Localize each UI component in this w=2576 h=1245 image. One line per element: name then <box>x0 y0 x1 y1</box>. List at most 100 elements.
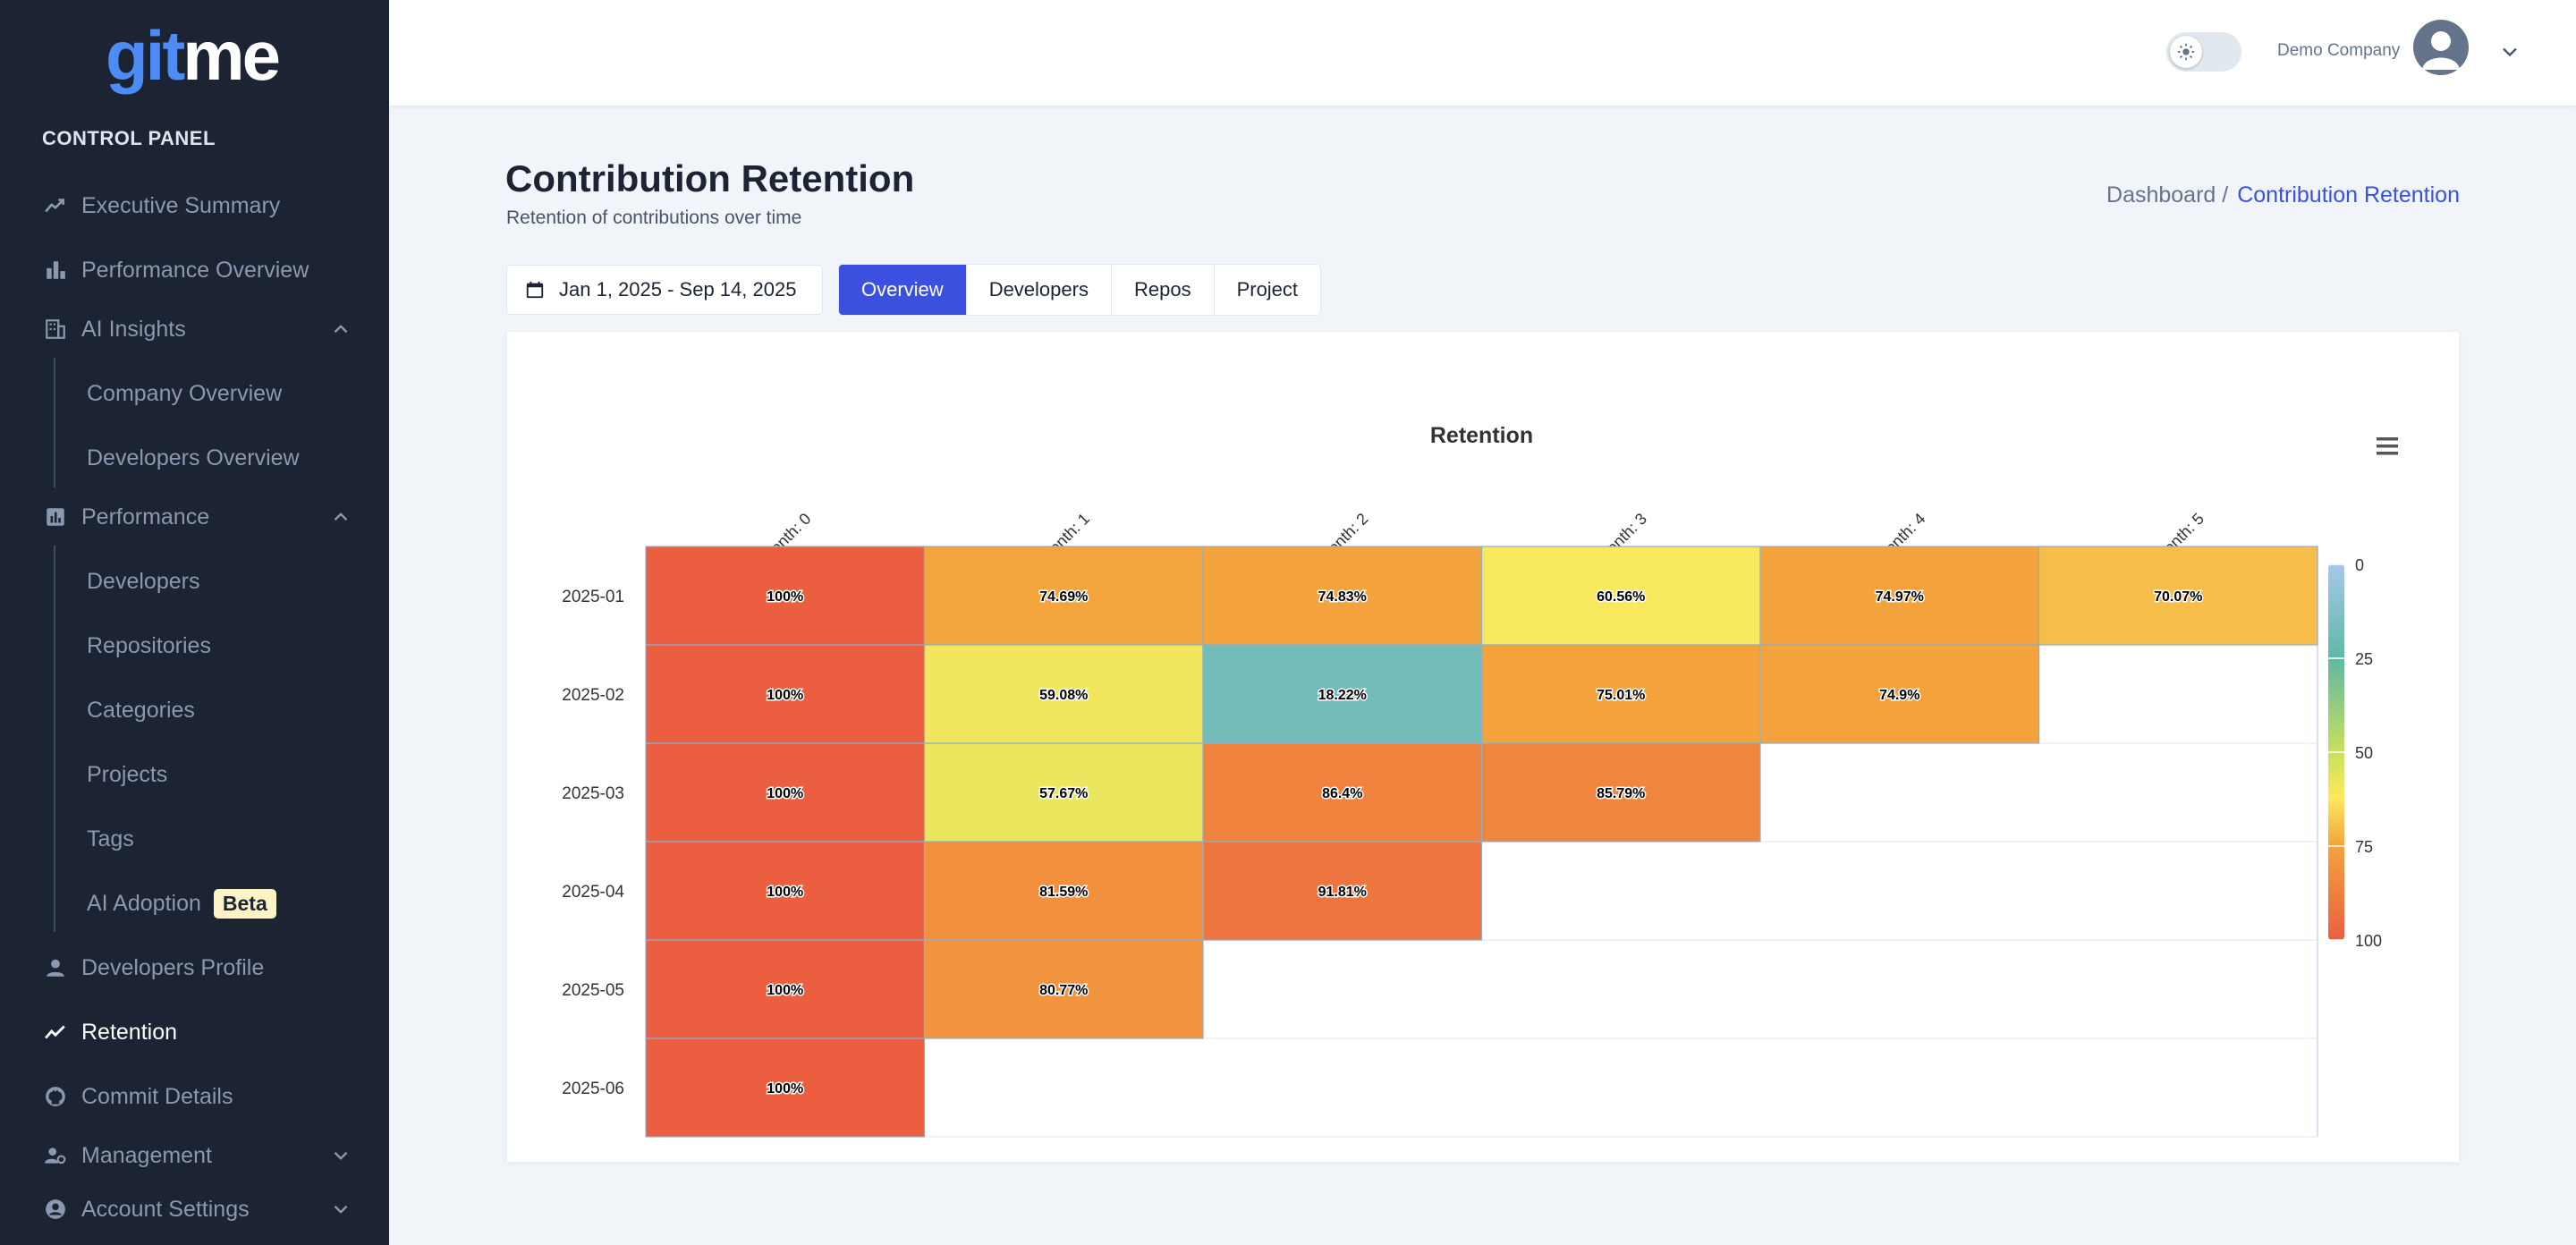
data-label: 74.69% <box>1039 589 1088 605</box>
sidebar-item-repositories[interactable]: Repositories <box>87 632 211 658</box>
heatmap-cell <box>645 742 926 843</box>
y-axis-label: 2025-06 <box>562 1080 624 1098</box>
sidebar-item-account-settings[interactable]: Account Settings <box>42 1191 250 1227</box>
data-label: 74.97% <box>1876 589 1924 605</box>
sidebar-item-ai-insights[interactable]: AI Insights <box>42 311 186 347</box>
y-axis-label: 2025-04 <box>562 883 624 902</box>
tab-repos[interactable]: Repos <box>1110 265 1214 315</box>
chart-title: Retention <box>1430 423 1533 448</box>
data-label: 100% <box>767 688 803 703</box>
chevron-up-icon[interactable] <box>329 318 352 341</box>
theme-toggle[interactable] <box>2166 32 2241 72</box>
tab-developers[interactable]: Developers <box>965 265 1111 315</box>
data-label: 70.07% <box>2154 589 2202 605</box>
chart-box-icon <box>42 504 69 530</box>
heatmap-cell <box>1202 841 1483 941</box>
building-icon <box>42 316 69 343</box>
user-cog-icon <box>42 1142 69 1169</box>
heatmap-cell <box>1759 546 2040 646</box>
heatmap-cell <box>645 841 926 941</box>
data-label: 100% <box>767 983 803 998</box>
sidebar-item-developers-overview[interactable]: Developers Overview <box>87 445 300 470</box>
sidebar-item-commit-details[interactable]: Commit Details <box>42 1079 233 1114</box>
y-axis-label: 2025-01 <box>562 588 624 606</box>
heatmap-cell <box>923 742 1204 843</box>
color-axis-label: 0 <box>2355 556 2364 574</box>
date-range-value: Jan 1, 2025 - Sep 14, 2025 <box>559 278 797 301</box>
sidebar-item-projects[interactable]: Projects <box>87 761 168 787</box>
breadcrumb-home[interactable]: Dashboard / <box>2106 182 2229 208</box>
chevron-down-icon[interactable] <box>329 1198 352 1221</box>
data-label: 86.4% <box>1322 786 1362 801</box>
sidebar-item-performance-overview[interactable]: Performance Overview <box>42 252 309 288</box>
sidebar-item-categories[interactable]: Categories <box>87 697 195 723</box>
y-axis-label: 2025-05 <box>562 981 624 1000</box>
sidebar-item-management[interactable]: Management <box>42 1138 212 1173</box>
heatmap-cell <box>645 546 926 646</box>
data-label: 18.22% <box>1318 688 1367 703</box>
tab-project[interactable]: Project <box>1213 265 1320 315</box>
data-label: 100% <box>767 589 803 605</box>
heatmap-cell <box>1480 742 1761 843</box>
avatar[interactable] <box>2413 20 2469 75</box>
submenu-line <box>54 546 55 932</box>
data-label: 100% <box>767 786 803 801</box>
sidebar-item-company-overview[interactable]: Company Overview <box>87 380 283 406</box>
top-header <box>389 0 2576 106</box>
chart-menu-icon-bar <box>2377 452 2398 455</box>
sidebar-item-label: Executive Summary <box>81 192 281 218</box>
sidebar-item-retention[interactable]: Retention <box>42 1014 177 1050</box>
data-label: 74.9% <box>1879 688 1919 703</box>
sidebar-item-tags[interactable]: Tags <box>87 826 134 851</box>
y-axis-label: 2025-03 <box>562 784 624 803</box>
data-label: 100% <box>767 1081 803 1097</box>
sidebar-item-label: Account Settings <box>81 1196 250 1222</box>
heatmap-cell <box>1202 742 1483 843</box>
page-subtitle: Retention of contributions over time <box>506 208 802 228</box>
retention-chart-card: Retention Month: 0 Month: 1 Month: 2 Month: … <box>506 331 2460 1163</box>
heatmap-cell <box>1759 644 2040 744</box>
chart-menu-icon-bar <box>2377 445 2398 448</box>
chevron-down-icon[interactable] <box>2497 39 2522 64</box>
heatmap-cell <box>923 644 1204 744</box>
gitme-logo[interactable]: gitme <box>106 16 281 95</box>
line-chart-icon <box>42 1019 69 1046</box>
sidebar-item-label: Developers Profile <box>81 954 265 980</box>
data-label: 74.83% <box>1318 589 1367 605</box>
chevron-down-icon[interactable] <box>329 1144 352 1167</box>
sidebar-item-performance[interactable]: Performance <box>42 499 209 535</box>
account-icon <box>42 1196 69 1223</box>
data-label: 57.67% <box>1039 786 1088 801</box>
chevron-up-icon[interactable] <box>329 505 352 529</box>
company-name[interactable]: Demo Company <box>2277 41 2401 60</box>
sidebar-item-developers[interactable]: Developers <box>87 568 200 594</box>
sidebar-item-label: AI Insights <box>81 316 186 342</box>
sidebar-item-developers-profile[interactable]: Developers Profile <box>42 950 264 986</box>
data-label: 60.56% <box>1597 589 1645 605</box>
date-range-picker[interactable]: Jan 1, 2025 - Sep 14, 2025 <box>506 265 823 315</box>
data-label: 100% <box>767 885 803 900</box>
heatmap-cell <box>923 939 1204 1039</box>
heatmap-cell <box>1480 644 1761 744</box>
sun-icon <box>2170 36 2202 68</box>
heatmap-cell <box>2038 546 2318 646</box>
view-tabs: Overview Developers Repos Project <box>838 264 1322 316</box>
sidebar-item-executive-summary[interactable]: Executive Summary <box>42 188 280 224</box>
github-icon <box>42 1083 69 1110</box>
data-label: 81.59% <box>1039 885 1088 900</box>
page-title: Contribution Retention <box>505 157 915 199</box>
data-label: 59.08% <box>1039 688 1088 703</box>
breadcrumb-current: Contribution Retention <box>2237 182 2460 208</box>
sidebar-item-label: Performance Overview <box>81 257 309 283</box>
data-label: 91.81% <box>1318 885 1367 900</box>
sidebar-item-ai-adoption[interactable]: AI Adoption Beta <box>87 885 276 921</box>
heatmap-cell <box>1202 546 1483 646</box>
tab-overview[interactable]: Overview <box>839 265 966 315</box>
heatmap-cell <box>645 939 926 1039</box>
color-axis-label: 25 <box>2355 650 2373 668</box>
y-axis-label: 2025-02 <box>562 686 624 705</box>
sidebar-item-label: Commit Details <box>81 1083 233 1109</box>
user-icon <box>42 954 69 981</box>
color-axis-label: 100 <box>2355 932 2382 950</box>
